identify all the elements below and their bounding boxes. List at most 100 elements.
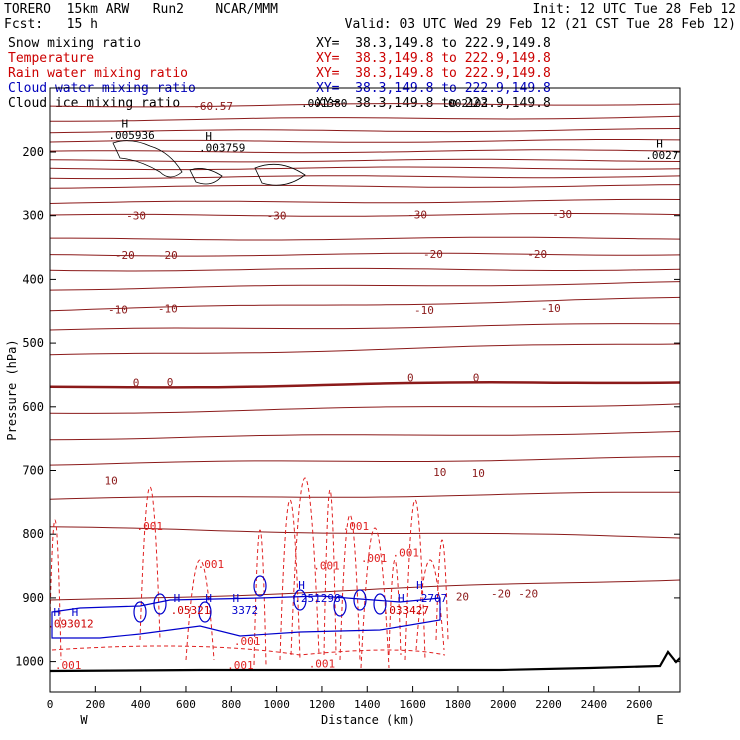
rain-contour xyxy=(253,529,267,666)
isotherm-line xyxy=(50,491,680,500)
y-axis-label: Pressure (hPa) xyxy=(5,339,19,440)
contour-label: -30 xyxy=(267,210,287,223)
isotherm-line xyxy=(50,213,680,217)
cloud-water-cell xyxy=(153,593,167,615)
contour-label: -30 xyxy=(552,208,572,221)
isotherm-line xyxy=(50,115,680,122)
x-tick-label: 200 xyxy=(85,698,105,711)
contour-label: -20 xyxy=(491,587,511,600)
contour-label: 0 xyxy=(167,376,174,389)
contour-label: -20 xyxy=(158,249,178,262)
contour-label: H xyxy=(72,606,79,619)
plot-layer: -60.57 -30 -30 -30 -30 -20 -20 -20 -20 -10 -10 -10 -… xyxy=(50,97,680,673)
contour-label: .005936 xyxy=(108,129,154,142)
x-end-label-left: W xyxy=(80,713,88,727)
contour-label: H xyxy=(656,138,663,151)
contour-label: .001 xyxy=(198,558,225,571)
header-line1-right: Init: 12 UTC Tue 28 Feb 12 xyxy=(532,2,737,17)
legend-label: Rain water mixing ratio xyxy=(8,66,189,81)
isotherm-line xyxy=(50,403,680,414)
isotherm-line xyxy=(50,267,680,272)
terrain-line xyxy=(50,650,680,673)
cloud-ice-contour xyxy=(254,163,306,186)
y-tick-label: 200 xyxy=(22,145,44,159)
contour-label: -30 xyxy=(126,210,146,223)
contour-label: -20 xyxy=(115,249,135,262)
contour-label: 0 xyxy=(407,371,414,384)
cloud-water-cell xyxy=(133,601,147,623)
contour-label: .001 xyxy=(234,635,261,648)
rain-contour xyxy=(50,519,62,661)
contour-label: H xyxy=(121,117,128,130)
contour-label: -20 xyxy=(518,587,538,600)
x-tick-label: 1200 xyxy=(309,698,336,711)
isotherm-line xyxy=(50,103,680,108)
contour-label: 0 xyxy=(133,377,140,390)
contour-label: -10 xyxy=(541,302,561,315)
y-tick-label: 900 xyxy=(22,591,44,605)
contour-label: .002103 xyxy=(442,97,488,110)
isotherm-line xyxy=(50,198,680,204)
cloud-water-cell xyxy=(253,575,267,597)
contour-label: -20 xyxy=(423,248,443,261)
cloud-water-cell xyxy=(373,593,387,615)
isotherm-line xyxy=(50,139,680,143)
contour-label: 10 xyxy=(472,467,485,480)
x-tick-label: 1400 xyxy=(354,698,381,711)
contour-label: .001 xyxy=(227,659,254,672)
x-tick-label: 600 xyxy=(176,698,196,711)
contour-label: .2707 xyxy=(414,592,447,605)
x-tick-label: 2200 xyxy=(535,698,562,711)
x-tick-label: 2400 xyxy=(581,698,608,711)
cloud-water-cell xyxy=(353,589,367,611)
legend-xy-range: XY= 38.3,149.8 to 222.9,149.8 xyxy=(316,66,551,81)
contour-label: H xyxy=(53,606,60,619)
contour-label: H xyxy=(416,579,423,592)
isotherm-line xyxy=(50,381,680,389)
contour-label: H xyxy=(233,592,240,605)
isotherm-line xyxy=(50,252,680,257)
x-tick-label: 400 xyxy=(131,698,151,711)
rain-contour xyxy=(323,489,337,656)
header-line2-left: Fcst: 15 h xyxy=(4,17,98,32)
isotherm-line xyxy=(50,184,680,189)
legend-label: Temperature xyxy=(8,51,95,66)
y-tick-label: 600 xyxy=(22,400,44,414)
contour-label: -10 xyxy=(108,303,128,316)
rain-contour xyxy=(415,559,445,651)
cloud-ice-contour xyxy=(112,140,183,178)
contour-label: .001 xyxy=(361,552,388,565)
y-tick-label: 1000 xyxy=(15,655,44,669)
x-tick-label: 0 xyxy=(47,698,54,711)
rain-contour xyxy=(339,514,361,661)
y-tick-label: 300 xyxy=(22,209,44,223)
contour-label: 10 xyxy=(433,466,446,479)
isotherm-line xyxy=(50,128,680,134)
contour-label: .001 xyxy=(136,520,163,533)
rain-contour xyxy=(290,477,320,656)
x-tick-label: 1800 xyxy=(445,698,472,711)
contour-label: .05321 xyxy=(171,604,211,617)
y-tick-label: 700 xyxy=(22,464,44,478)
rain-contour xyxy=(139,486,161,641)
contour-label: -10 xyxy=(414,304,434,317)
rain-contour xyxy=(279,499,301,661)
header-line2-right: Valid: 03 UTC Wed 29 Feb 12 (21 CST Tue … xyxy=(344,17,736,32)
y-tick-label: 500 xyxy=(22,336,44,350)
contour-label: -10 xyxy=(158,303,178,316)
y-tick-label: 400 xyxy=(22,272,44,286)
legend-xy-range: XY= 38.3,149.8 to 222.9,149.8 xyxy=(316,36,551,51)
contour-label: .001 xyxy=(393,547,420,560)
rain-contour xyxy=(435,539,449,641)
x-axis-label: Distance (km) xyxy=(321,713,415,727)
contour-label: 20 xyxy=(456,591,469,604)
isotherm-line xyxy=(50,296,680,312)
isotherm-line xyxy=(50,149,680,154)
cloud-ice-contour xyxy=(189,168,223,185)
x-tick-label: 2000 xyxy=(490,698,517,711)
legend-label: Snow mixing ratio xyxy=(8,36,142,51)
rain-contour xyxy=(388,559,402,656)
x-tick-label: 2600 xyxy=(626,698,653,711)
legend-xy-range: XY= 38.3,149.8 to 222.9,149.8 xyxy=(316,51,551,66)
